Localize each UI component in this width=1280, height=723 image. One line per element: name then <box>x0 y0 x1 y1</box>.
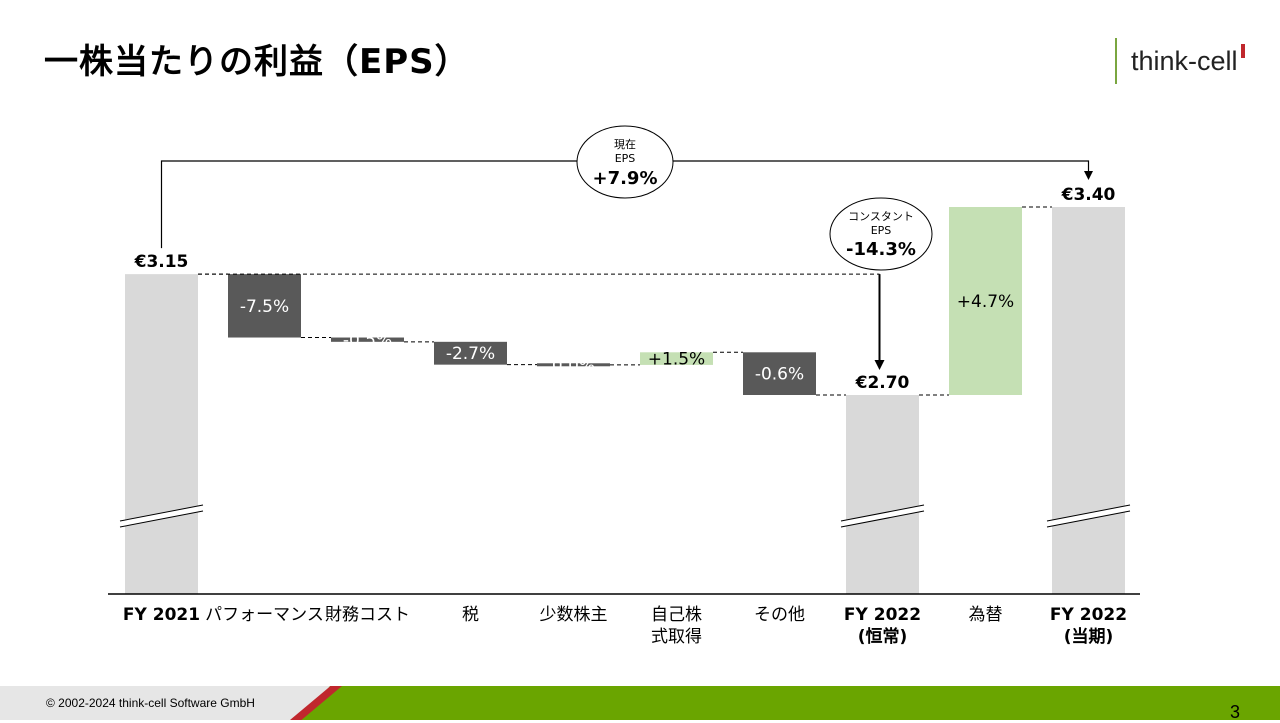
bubble-current-eps <box>576 125 674 199</box>
axis-break-gap-1 <box>120 505 203 527</box>
bar-8 <box>846 395 919 594</box>
category-label-8-2: (恒常) <box>858 626 908 647</box>
axis-break-gap-10 <box>1047 505 1130 527</box>
data-label-3: -0.5% <box>343 331 392 351</box>
bubble-constant-eps <box>829 197 933 271</box>
page-number: 3 <box>1230 702 1241 722</box>
category-label-1-1: FY 2021 <box>123 605 200 625</box>
bubble-current-eps-line-1: 現在 <box>614 138 636 151</box>
data-label-7: -0.6% <box>755 365 804 385</box>
data-label-1: €3.15 <box>134 252 189 272</box>
category-label-7-1: その他 <box>754 605 805 625</box>
data-label-4: -2.7% <box>446 344 495 364</box>
category-label-8-1: FY 2022 <box>844 605 921 625</box>
category-label-5-1: 少数株主 <box>540 605 608 625</box>
logo-text: think-cell <box>1131 46 1238 76</box>
bar-5 <box>537 363 610 367</box>
arrowhead-constant-eps <box>874 360 885 370</box>
axis-break-line-b-10 <box>1046 510 1131 528</box>
bar-7 <box>743 352 816 395</box>
axis-break-gap-8 <box>841 505 924 527</box>
category-label-6-2: 式取得 <box>651 627 702 647</box>
axis-break-line-a-1 <box>119 504 204 522</box>
eps-waterfall-chart: €3.15 FY 2021 -7.5% パフォーマンス -0.5% 財務コスト -2.7% 税… <box>108 125 1140 647</box>
bar-1 <box>125 274 198 594</box>
bubble-constant-eps-line-2: EPS <box>871 224 892 237</box>
bubble-current-eps-value: +7.9% <box>592 168 657 189</box>
bar-2 <box>228 274 301 338</box>
category-label-9-1: 為替 <box>969 605 1003 625</box>
footer-grey-panel <box>0 686 330 720</box>
category-label-10-2: (当期) <box>1064 626 1114 647</box>
bar-10 <box>1052 207 1125 594</box>
category-label-2-1: パフォーマンス <box>205 605 324 625</box>
axis-break-line-b-8 <box>840 510 925 528</box>
bar-3 <box>331 337 404 342</box>
data-label-10: €3.40 <box>1061 185 1116 205</box>
data-label-2: -7.5% <box>240 297 289 317</box>
data-label-9: +4.7% <box>957 292 1014 312</box>
category-label-6-1: 自己株 <box>651 605 702 625</box>
axis-break-line-a-10 <box>1046 504 1131 522</box>
data-label-6: +1.5% <box>648 350 705 370</box>
axis-break-line-a-8 <box>840 504 925 522</box>
copyright-text: © 2002-2024 think-cell Software GmbH <box>46 696 255 710</box>
page-title: 一株当たりの利益（EPS） <box>44 42 470 82</box>
category-label-3-1: 財務コスト <box>325 605 410 625</box>
category-label-10-1: FY 2022 <box>1050 605 1127 625</box>
logo-mark-icon <box>1240 44 1245 58</box>
bubble-current-eps-line-2: EPS <box>615 152 636 165</box>
data-label-5: 0.0% <box>552 356 595 376</box>
bubble-constant-eps-value: -14.3% <box>846 239 916 260</box>
category-label-4-1: 税 <box>462 605 479 625</box>
bubble-constant-eps-line-1: コンスタント <box>848 210 914 223</box>
data-label-8: €2.70 <box>855 373 910 393</box>
bracket-arrowhead-current-eps <box>1084 171 1093 180</box>
bar-9 <box>949 207 1022 395</box>
bar-4 <box>434 341 507 365</box>
bar-6 <box>640 352 713 365</box>
think-cell-logo: think-cell <box>1115 38 1245 84</box>
axis-break-line-b-1 <box>119 510 204 528</box>
